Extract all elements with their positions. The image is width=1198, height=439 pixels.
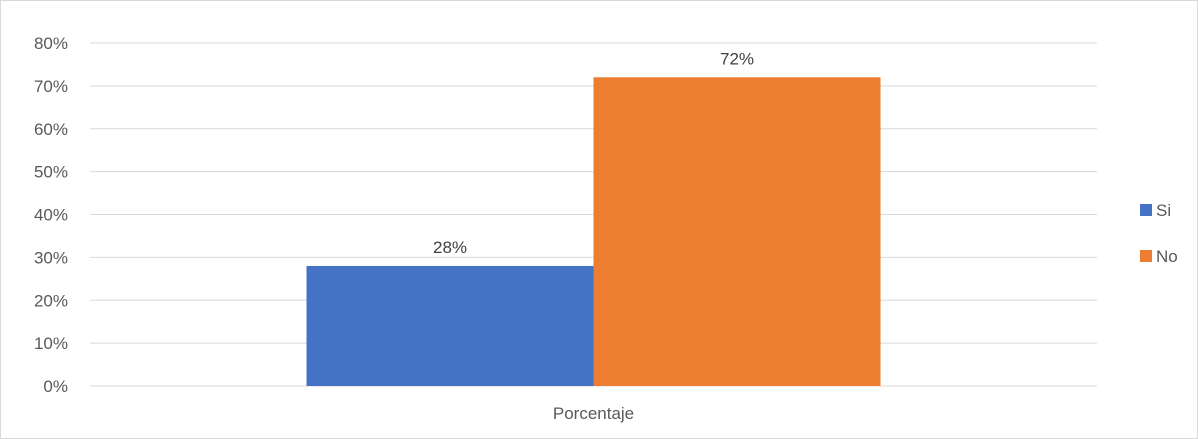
y-axis-ticks: 0% 10% 20% 30% 40% 50% 60% 70% 80% xyxy=(34,34,68,396)
y-tick-label: 30% xyxy=(34,248,68,267)
y-tick-label: 70% xyxy=(34,77,68,96)
y-tick-label: 50% xyxy=(34,163,68,182)
x-tick-label: Porcentaje xyxy=(553,404,634,423)
y-tick-label: 80% xyxy=(34,34,68,53)
x-axis-ticks: Porcentaje xyxy=(553,404,634,423)
legend-swatch-no xyxy=(1140,250,1152,262)
legend-label-si: Si xyxy=(1156,201,1171,220)
data-label-no: 72% xyxy=(720,49,754,68)
y-tick-label: 40% xyxy=(34,206,68,225)
legend-swatch-si xyxy=(1140,204,1152,216)
bar-si xyxy=(306,265,594,386)
legend: Si No xyxy=(1140,201,1178,266)
bars xyxy=(306,77,881,387)
legend-label-no: No xyxy=(1156,247,1178,266)
y-tick-label: 60% xyxy=(34,120,68,139)
y-tick-label: 10% xyxy=(34,334,68,353)
data-label-si: 28% xyxy=(433,238,467,257)
y-tick-label: 20% xyxy=(34,291,68,310)
y-tick-label: 0% xyxy=(43,377,68,396)
bar-no xyxy=(593,77,881,387)
data-labels: 28% 72% xyxy=(433,49,754,257)
